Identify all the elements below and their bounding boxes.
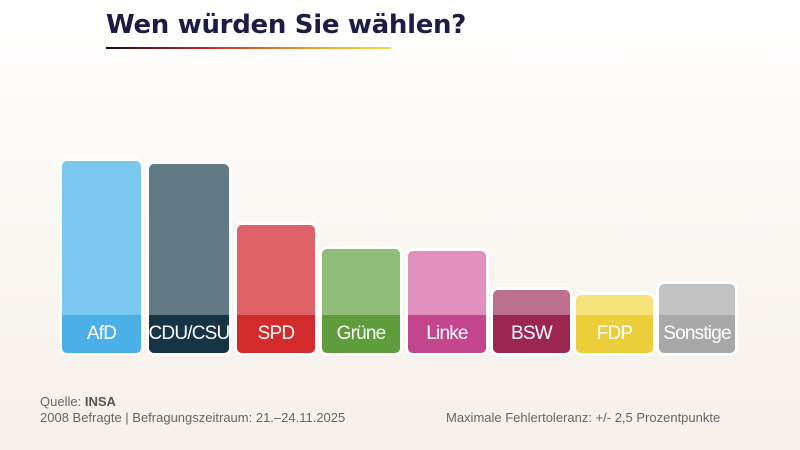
- title-underline: [106, 47, 391, 49]
- bar-afd: AfD: [62, 160, 141, 353]
- bar-spd: SPD: [237, 225, 315, 353]
- bar-label: CDU/CSU: [149, 314, 229, 353]
- source-name: INSA: [84, 394, 116, 409]
- error-tolerance: Maximale Fehlertoleranz: +/- 2,5 Prozent…: [446, 410, 721, 425]
- bar-cducsu: CDU/CSU: [149, 163, 229, 353]
- bar-label: BSW: [493, 314, 570, 353]
- bar-label: Grüne: [322, 314, 400, 353]
- bar-label: Sonstige: [659, 314, 735, 353]
- bar-fdp: FDP: [576, 295, 653, 353]
- bar-label: FDP: [576, 314, 653, 353]
- bar-label: AfD: [62, 314, 141, 353]
- source-line: Quelle: INSA: [40, 394, 116, 409]
- source-label: Quelle:: [40, 394, 82, 409]
- bar-sonstige: Sonstige: [659, 283, 735, 353]
- bar-label: SPD: [237, 314, 315, 353]
- chart-title: Wen würden Sie wählen?: [106, 10, 467, 40]
- bar-label: Linke: [408, 314, 486, 353]
- survey-details: 2008 Befragte | Befragungszeitraum: 21.–…: [40, 410, 346, 425]
- bar-grüne: Grüne: [322, 248, 400, 353]
- bar-linke: Linke: [408, 251, 486, 353]
- bar-bsw: BSW: [493, 289, 570, 353]
